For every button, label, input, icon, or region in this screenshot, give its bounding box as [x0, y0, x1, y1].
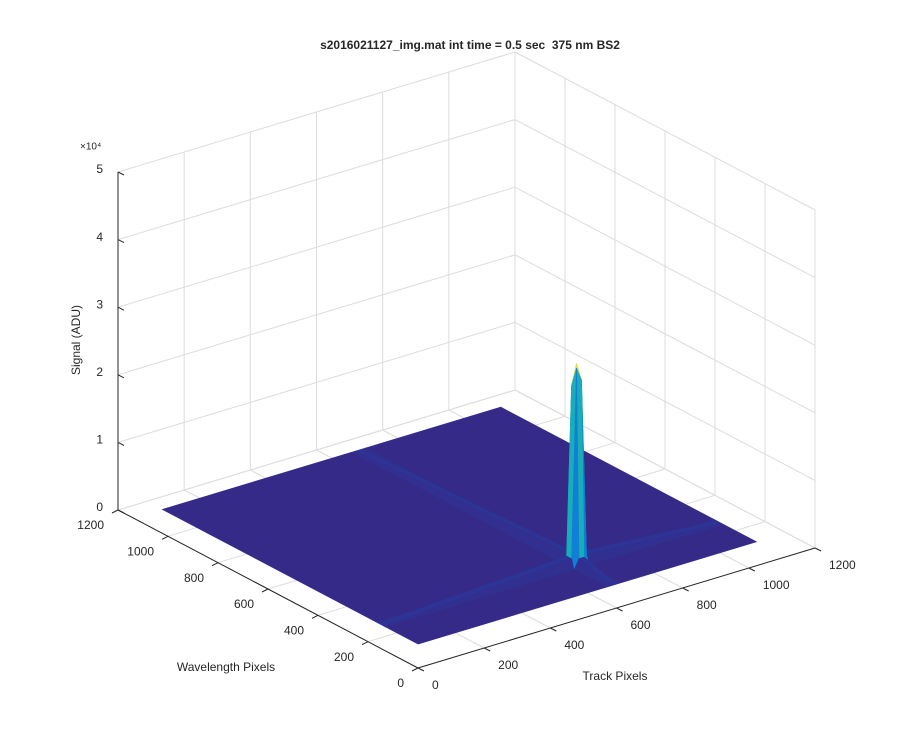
- y-tick: [261, 588, 269, 593]
- x-axis-label: Track Pixels: [583, 669, 648, 683]
- z-tick: [117, 509, 125, 514]
- z-tick: [117, 239, 125, 244]
- grid-line: [117, 119, 516, 241]
- z-tick: [117, 171, 125, 176]
- z-tick: [117, 441, 125, 446]
- y-tick-label: 1200: [77, 518, 104, 532]
- x-tick-label: 1200: [829, 558, 856, 572]
- y-tick: [311, 614, 319, 619]
- z-tick: [117, 306, 125, 311]
- z-tick: [117, 374, 125, 379]
- x-tick: [550, 627, 557, 632]
- y-tick-label: 1000: [127, 545, 154, 559]
- grid-line: [117, 389, 516, 511]
- grid-line: [117, 254, 516, 376]
- x-tick-label: 600: [631, 618, 651, 632]
- grid-line: [117, 186, 516, 308]
- z-tick-label: 3: [96, 297, 103, 311]
- y-tick-label: 600: [234, 597, 254, 611]
- x-tick-label: 800: [697, 598, 717, 612]
- z-tick-label: 4: [96, 230, 103, 244]
- y-tick: [111, 509, 119, 514]
- x-tick: [748, 567, 756, 572]
- y-tick: [161, 535, 169, 540]
- grid-line: [117, 51, 516, 173]
- x-tick: [616, 607, 623, 612]
- grid-line: [514, 389, 816, 549]
- x-tick-label: 0: [432, 678, 439, 692]
- x-tick-label: 1000: [763, 578, 790, 592]
- x-tick: [814, 547, 822, 552]
- z-tick-label: 2: [96, 365, 103, 379]
- x-tick-label: 200: [498, 658, 518, 672]
- z-tick-label: 5: [96, 162, 103, 176]
- z-exponent: ×10⁴: [80, 142, 101, 153]
- y-tick-label: 200: [334, 650, 354, 664]
- x-tick: [682, 587, 689, 592]
- y-tick-label: 800: [184, 571, 204, 585]
- grid-line: [514, 119, 816, 279]
- y-tick-label: 400: [284, 624, 304, 638]
- z-tick-label: 0: [96, 500, 103, 514]
- grid-line: [514, 51, 816, 211]
- chart-title: s2016021127_img.mat int time = 0.5 sec 3…: [320, 38, 620, 52]
- y-tick: [411, 667, 419, 672]
- y-tick: [361, 641, 369, 646]
- y-tick: [211, 562, 219, 567]
- x-tick-label: 400: [564, 638, 584, 652]
- y-tick-label: 0: [397, 676, 404, 690]
- grid-line: [514, 186, 816, 346]
- grid-line: [514, 254, 816, 414]
- grid-line: [117, 321, 516, 443]
- x-tick: [483, 647, 491, 652]
- grid-line: [514, 321, 816, 481]
- z-tick-label: 1: [96, 433, 103, 447]
- x-tick: [417, 667, 425, 672]
- surface-patch: [385, 569, 608, 645]
- z-axis-label: Signal (ADU): [69, 305, 83, 375]
- y-axis-label: Wavelength Pixels: [177, 660, 275, 674]
